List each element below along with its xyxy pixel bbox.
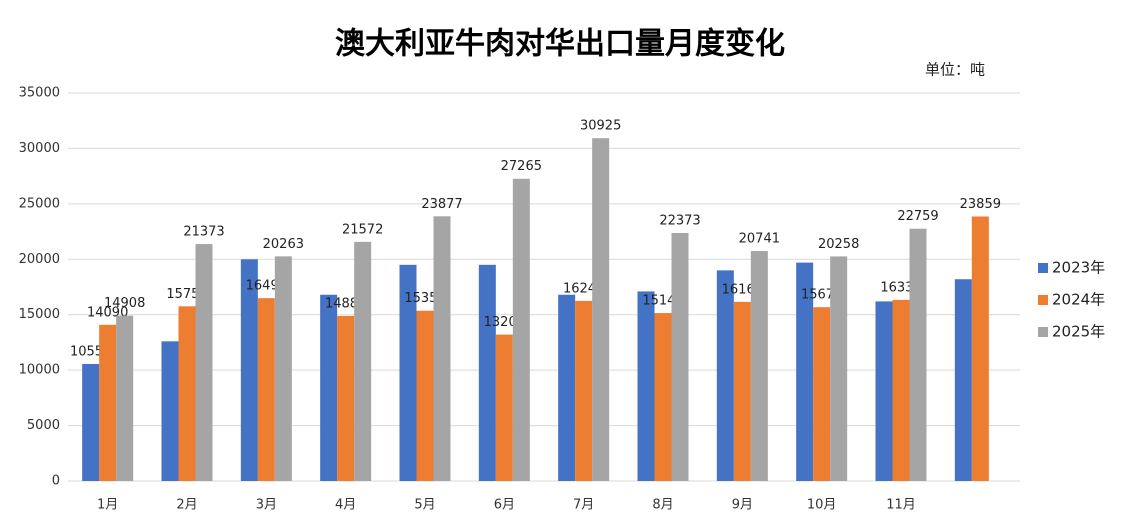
bar — [892, 299, 910, 481]
bar — [733, 301, 751, 481]
bar — [575, 300, 593, 481]
legend-label: 2023年 — [1052, 259, 1105, 277]
data-label: 23859 — [960, 197, 1001, 212]
data-label: 23877 — [421, 197, 462, 212]
x-tick-label: 3月 — [256, 498, 277, 513]
bar — [240, 259, 258, 481]
data-label: 20258 — [818, 237, 859, 252]
data-label: 21373 — [183, 225, 224, 240]
bar — [337, 315, 355, 481]
x-tick-label: 10月 — [807, 498, 837, 513]
data-label: 21572 — [342, 222, 383, 237]
bar — [654, 313, 672, 481]
chart-title: 澳大利亚牛肉对华出口量月度变化 — [335, 27, 785, 62]
legend-swatch — [1038, 263, 1048, 273]
bar — [875, 301, 893, 481]
y-tick-label: 15000 — [19, 307, 60, 322]
data-label: 20263 — [263, 237, 304, 252]
bar — [716, 270, 734, 481]
y-tick-label: 20000 — [19, 252, 60, 267]
data-label: 27265 — [501, 159, 542, 174]
bar — [399, 264, 417, 481]
data-label: 14908 — [104, 296, 145, 311]
bar — [320, 294, 338, 481]
x-tick-label: 7月 — [573, 498, 594, 513]
bar — [671, 232, 689, 481]
x-tick-label: 5月 — [414, 498, 435, 513]
bar — [354, 241, 372, 481]
bar — [750, 251, 768, 481]
x-tick-label: 2月 — [176, 498, 197, 513]
bar — [813, 307, 831, 481]
bar — [512, 178, 530, 482]
y-tick-label: 5000 — [27, 418, 60, 433]
bar — [796, 262, 814, 481]
x-tick-label: 4月 — [335, 498, 356, 513]
y-tick-label: 25000 — [19, 196, 60, 211]
data-label: 30925 — [580, 119, 621, 134]
bar — [178, 306, 196, 481]
bar — [433, 216, 451, 481]
legend-label: 2025年 — [1052, 323, 1105, 341]
x-tick-label: 9月 — [732, 498, 753, 513]
bar — [830, 256, 848, 481]
unit-label: 单位：吨 — [925, 61, 985, 79]
y-tick-label: 0 — [52, 474, 60, 489]
bar — [416, 310, 434, 481]
legend-swatch — [1038, 295, 1048, 305]
data-label: 22373 — [659, 213, 700, 228]
x-tick-label: 1月 — [97, 498, 118, 513]
y-tick-label: 35000 — [19, 86, 60, 101]
bar — [592, 138, 610, 481]
x-tick-label: 8月 — [652, 498, 673, 513]
bar — [637, 291, 655, 481]
bar — [478, 264, 496, 481]
bar — [257, 298, 275, 481]
legend-swatch — [1038, 327, 1048, 337]
bar — [195, 244, 213, 481]
data-label: 22759 — [897, 209, 938, 224]
bar — [99, 324, 117, 481]
bar — [558, 294, 576, 481]
bar — [116, 315, 134, 481]
bar — [495, 334, 513, 481]
bar — [161, 341, 179, 481]
bar — [82, 363, 100, 481]
bar — [954, 279, 972, 481]
bar — [274, 256, 292, 481]
x-tick-label: 6月 — [494, 498, 515, 513]
y-tick-label: 10000 — [19, 363, 60, 378]
bar — [909, 228, 927, 481]
y-tick-label: 30000 — [19, 141, 60, 156]
bar — [971, 216, 989, 482]
data-label: 20741 — [739, 232, 780, 247]
legend-label: 2024年 — [1052, 291, 1105, 309]
x-tick-label: 11月 — [886, 498, 916, 513]
